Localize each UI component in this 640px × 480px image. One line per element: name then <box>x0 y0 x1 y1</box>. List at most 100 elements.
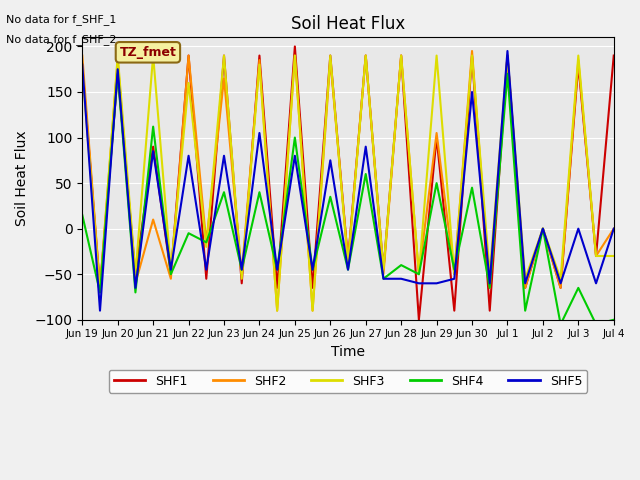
SHF4 <box>451 267 458 273</box>
SHF5 <box>397 276 405 282</box>
SHF4 <box>96 289 104 295</box>
SHF4 <box>114 71 122 77</box>
SHF1 <box>451 308 458 313</box>
SHF5 <box>433 280 440 286</box>
SHF2 <box>522 285 529 291</box>
SHF5 <box>291 153 299 159</box>
SHF3 <box>539 226 547 231</box>
SHF5 <box>344 267 352 273</box>
SHF5 <box>557 280 564 286</box>
SHF1 <box>255 53 263 59</box>
Line: SHF2: SHF2 <box>83 51 614 311</box>
SHF5 <box>202 267 210 273</box>
SHF5 <box>308 267 316 273</box>
SHF2 <box>185 53 193 59</box>
SHF2 <box>504 53 511 59</box>
SHF3 <box>468 53 476 59</box>
Text: No data for f_SHF_1: No data for f_SHF_1 <box>6 14 116 25</box>
SHF1 <box>344 258 352 264</box>
SHF3 <box>96 289 104 295</box>
Line: SHF5: SHF5 <box>83 51 614 311</box>
SHF4 <box>362 171 369 177</box>
SHF1 <box>575 62 582 68</box>
SHF2 <box>220 75 228 81</box>
SHF2 <box>433 130 440 136</box>
SHF5 <box>592 280 600 286</box>
SHF3 <box>522 276 529 282</box>
SHF4 <box>202 240 210 245</box>
SHF4 <box>397 262 405 268</box>
SHF4 <box>326 194 334 200</box>
Text: No data for f_SHF_2: No data for f_SHF_2 <box>6 34 117 45</box>
SHF2 <box>79 53 86 59</box>
SHF3 <box>255 62 263 68</box>
SHF3 <box>202 244 210 250</box>
SHF2 <box>415 271 422 277</box>
SHF4 <box>255 189 263 195</box>
SHF2 <box>132 280 140 286</box>
Line: SHF1: SHF1 <box>83 47 614 320</box>
SHF4 <box>238 267 246 273</box>
SHF4 <box>468 185 476 191</box>
SHF3 <box>149 53 157 59</box>
SHF1 <box>96 285 104 291</box>
SHF2 <box>167 276 175 282</box>
SHF4 <box>380 276 387 282</box>
SHF5 <box>185 153 193 159</box>
SHF4 <box>575 285 582 291</box>
SHF1 <box>522 285 529 291</box>
SHF1 <box>326 53 334 59</box>
SHF3 <box>610 253 618 259</box>
SHF4 <box>167 271 175 277</box>
SHF2 <box>557 285 564 291</box>
SHF3 <box>291 53 299 59</box>
Line: SHF4: SHF4 <box>83 74 614 324</box>
SHF2 <box>326 57 334 63</box>
SHF1 <box>557 285 564 291</box>
SHF4 <box>132 289 140 295</box>
SHF3 <box>308 308 316 313</box>
SHF1 <box>167 271 175 277</box>
SHF3 <box>415 271 422 277</box>
SHF2 <box>202 240 210 245</box>
SHF3 <box>220 53 228 59</box>
SHF1 <box>149 144 157 150</box>
SHF5 <box>610 226 618 231</box>
SHF4 <box>415 271 422 277</box>
Line: SHF3: SHF3 <box>83 56 614 311</box>
SHF1 <box>79 62 86 68</box>
Y-axis label: Soil Heat Flux: Soil Heat Flux <box>15 131 29 227</box>
SHF1 <box>486 308 493 313</box>
SHF4 <box>273 267 281 273</box>
SHF1 <box>592 253 600 259</box>
SHF3 <box>557 276 564 282</box>
SHF2 <box>539 226 547 231</box>
X-axis label: Time: Time <box>331 345 365 359</box>
SHF1 <box>273 285 281 291</box>
SHF5 <box>79 62 86 68</box>
SHF1 <box>610 53 618 59</box>
SHF2 <box>468 48 476 54</box>
SHF5 <box>220 153 228 159</box>
SHF3 <box>273 308 281 313</box>
SHF4 <box>308 267 316 273</box>
Title: Soil Heat Flux: Soil Heat Flux <box>291 15 405 33</box>
SHF4 <box>149 124 157 130</box>
SHF1 <box>308 285 316 291</box>
SHF3 <box>114 53 122 59</box>
SHF2 <box>238 271 246 277</box>
SHF3 <box>486 271 493 277</box>
SHF3 <box>362 53 369 59</box>
SHF1 <box>504 53 511 59</box>
SHF1 <box>220 53 228 59</box>
SHF4 <box>592 322 600 327</box>
SHF3 <box>344 262 352 268</box>
SHF1 <box>114 71 122 77</box>
SHF2 <box>610 226 618 231</box>
SHF2 <box>397 53 405 59</box>
SHF1 <box>132 271 140 277</box>
SHF2 <box>291 53 299 59</box>
SHF5 <box>255 130 263 136</box>
SHF2 <box>344 258 352 264</box>
Text: TZ_fmet: TZ_fmet <box>120 46 177 59</box>
